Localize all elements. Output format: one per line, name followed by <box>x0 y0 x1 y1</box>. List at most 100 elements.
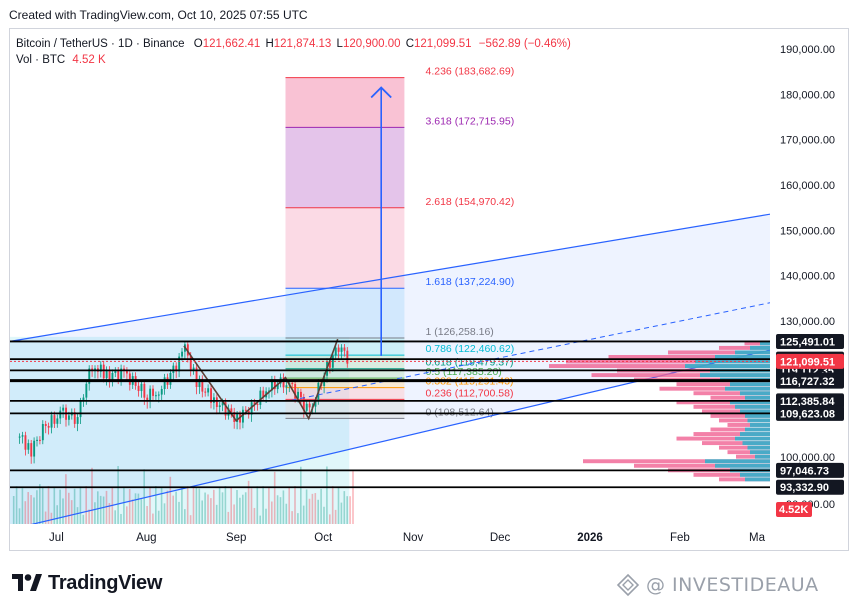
volume-profile-row-cyan <box>740 472 770 477</box>
candle-body <box>47 425 50 428</box>
volume-bar <box>79 486 82 524</box>
candle-body <box>207 388 210 393</box>
volume-bar <box>149 486 151 524</box>
volume-profile-row <box>710 413 770 418</box>
candle-body <box>227 408 230 416</box>
volume-bar <box>221 492 224 524</box>
volume-profile-row-cyan <box>730 400 770 405</box>
candle-body <box>155 395 157 397</box>
candle-body <box>50 415 53 428</box>
volume-bar <box>30 495 32 524</box>
candle-body <box>163 377 166 390</box>
volume-bar <box>320 488 322 524</box>
y-axis-tick-label: 190,000.00 <box>780 44 835 56</box>
volume-bar <box>114 510 116 524</box>
candle-body <box>343 347 346 351</box>
volume-bar <box>76 507 79 524</box>
volume-bar <box>99 495 102 524</box>
volume-bar <box>24 501 27 524</box>
fib-zone-0.618 <box>285 368 405 379</box>
candle-body <box>294 384 297 399</box>
legend-volume-row: Vol · BTC 4.52 K <box>16 52 571 68</box>
volume-profile-row <box>591 373 770 378</box>
volume-bar <box>73 488 76 524</box>
volume-bar <box>247 480 250 524</box>
candle-body <box>126 370 128 374</box>
volume-bar <box>152 513 154 524</box>
legend-symbol[interactable]: Bitcoin / TetherUS · 1D · Binance <box>16 38 185 50</box>
candle-body <box>236 414 239 422</box>
volume-bar <box>65 474 67 524</box>
level-tag-bg <box>776 462 844 478</box>
hidden-axis-tag: 100,000.00 <box>780 452 835 464</box>
candle-body <box>33 440 36 457</box>
candle-body <box>53 415 56 424</box>
fib-label-1: 1 (126,258.16) <box>426 326 494 338</box>
projection-arrow-head[interactable] <box>370 86 392 99</box>
volume-profile-row-cyan <box>725 386 770 391</box>
legend-volume-label[interactable]: Vol · BTC <box>16 54 66 66</box>
fib-label-1.618: 1.618 (137,224.90) <box>426 276 515 288</box>
candle-body <box>329 361 331 368</box>
volume-bar <box>282 490 285 524</box>
candle-body <box>59 410 62 419</box>
candle-body <box>285 385 288 388</box>
current-price-tag: 121,099.51 <box>780 356 835 368</box>
legend-high-label: H <box>265 38 274 50</box>
volume-bar <box>308 498 311 524</box>
brand[interactable]: TradingView <box>12 570 162 596</box>
x-axis-tick-label: Jul <box>49 532 64 544</box>
volume-bar <box>108 502 111 524</box>
candle-body <box>192 367 195 371</box>
volume-bar <box>198 488 201 524</box>
volume-bar <box>337 487 340 524</box>
volume-bar <box>137 493 140 524</box>
volume-badge-bg <box>776 502 812 517</box>
volume-bar <box>102 496 105 524</box>
fib-label-0.236: 0.236 (112,700.58) <box>426 387 514 399</box>
candle-body <box>244 409 247 411</box>
candle-body <box>230 408 233 413</box>
channel-upper-line[interactable] <box>10 211 787 342</box>
candle-body <box>346 350 349 364</box>
y-axis-tick-label: 170,000.00 <box>780 135 835 147</box>
volume-bar <box>236 490 238 524</box>
legend-close-label: C <box>405 38 415 50</box>
candle-body <box>24 435 27 450</box>
volume-bar <box>311 493 314 524</box>
channel-middle-line[interactable] <box>291 299 787 401</box>
candle-body <box>276 383 279 390</box>
candle-body <box>44 423 47 426</box>
x-axis-tick-label: Ma <box>749 532 766 544</box>
volume-bar <box>36 490 38 524</box>
volume-bar <box>12 496 15 524</box>
candle-body <box>273 379 276 390</box>
volume-bar <box>126 506 128 524</box>
candle-body <box>308 403 311 408</box>
volume-profile-row-cyan <box>740 409 770 414</box>
volume-bar <box>143 469 145 524</box>
volume-bar <box>82 514 85 524</box>
volume-bar <box>70 500 73 524</box>
level-tag-bg <box>776 373 844 389</box>
volume-bar <box>268 488 270 524</box>
chart-canvas[interactable]: 4.236 (183,682.69) 3.618 (172,715.95) 2.61… <box>0 0 858 560</box>
candle-body <box>189 355 192 371</box>
candle-body <box>297 391 299 399</box>
volume-profile-row <box>719 445 770 450</box>
volume-bar <box>346 496 348 524</box>
volume-bar <box>175 491 177 524</box>
volume-bar <box>300 466 302 524</box>
candle-body <box>105 369 108 379</box>
volume-bar <box>334 509 337 524</box>
candle-body <box>215 397 218 408</box>
level-tag-bg <box>776 333 844 349</box>
volume-profile-row-cyan <box>685 364 770 368</box>
zigzag-pattern[interactable] <box>183 338 339 422</box>
volume-profile-row-cyan <box>750 345 770 350</box>
volume-profile-row-cyan <box>747 418 770 423</box>
candle-body <box>102 364 105 379</box>
candle-body <box>300 391 302 398</box>
x-axis-tick-label: 2026 <box>577 532 603 544</box>
chart-caption: Created with TradingView.com, Oct 10, 20… <box>9 8 308 22</box>
